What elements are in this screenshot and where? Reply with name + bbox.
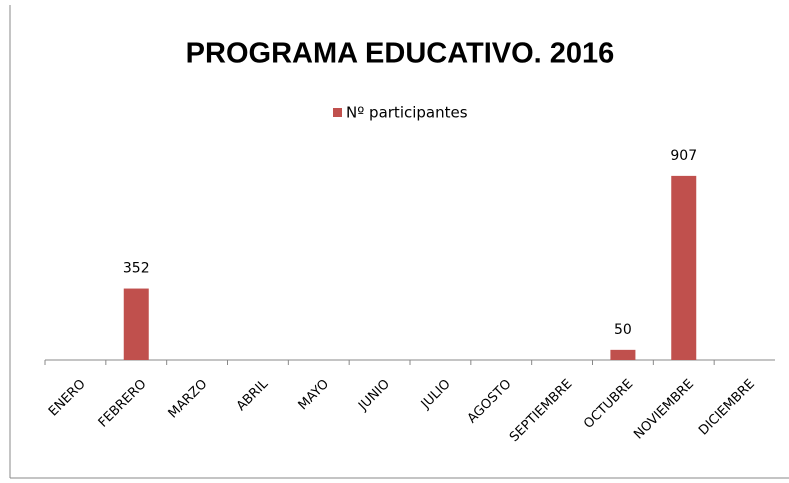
- x-tick-label: OCTUBRE: [581, 377, 636, 432]
- chart-title: PROGRAMA EDUCATIVO. 2016: [186, 38, 615, 70]
- x-tick-label: SEPTIEMBRE: [507, 377, 575, 445]
- data-label: 352: [123, 261, 150, 277]
- x-tick-label: JUNIO: [355, 377, 393, 415]
- data-label: 907: [670, 148, 697, 164]
- x-tick-label: ABRIL: [234, 376, 272, 414]
- legend-swatch: [333, 108, 342, 117]
- bar: [123, 288, 149, 360]
- x-tick-label: MARZO: [166, 377, 211, 422]
- x-tick-label: FEBRERO: [96, 377, 150, 431]
- bar: [671, 175, 697, 360]
- bar: [610, 349, 636, 360]
- x-tick-label: DICIEMBRE: [696, 377, 758, 439]
- data-label: 50: [614, 322, 632, 338]
- x-tick-label: MAYO: [296, 377, 332, 413]
- x-tick-label: JULIO: [418, 377, 454, 413]
- x-tick-label: AGOSTO: [465, 377, 515, 427]
- legend-label: Nº participantes: [346, 104, 468, 122]
- x-tick-label: NOVIEMBRE: [631, 377, 697, 443]
- x-tick-label: ENERO: [46, 377, 89, 420]
